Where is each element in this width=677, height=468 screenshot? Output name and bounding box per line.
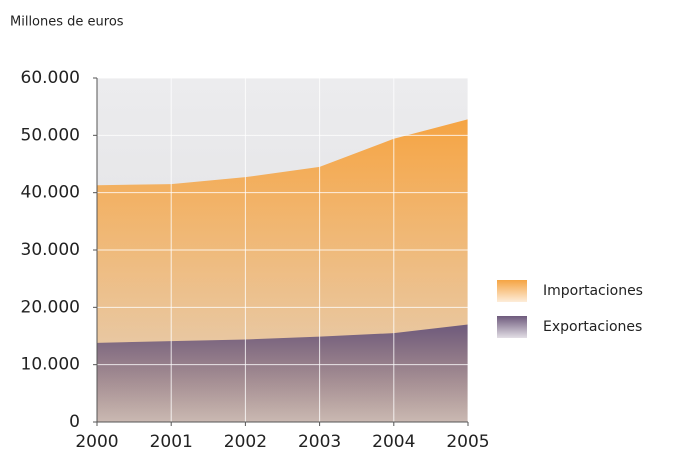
y-tick-label: 30.000 <box>21 240 80 260</box>
area <box>97 324 468 422</box>
legend-label: Importaciones <box>543 283 643 299</box>
y-tick-label: 50.000 <box>21 125 80 145</box>
x-tick-label: 2005 <box>446 432 489 452</box>
legend-swatch <box>497 316 527 338</box>
y-tick-label: 40.000 <box>21 183 80 203</box>
x-tick-label: 2002 <box>224 432 267 452</box>
legend-swatch <box>497 280 527 302</box>
x-tick-label: 2003 <box>298 432 341 452</box>
x-tick-label: 2000 <box>75 432 118 452</box>
x-tick-label: 2001 <box>150 432 193 452</box>
axis-label: Millones de euros <box>10 15 124 30</box>
legend-label: Exportaciones <box>543 319 642 335</box>
y-tick-label: 20.000 <box>21 297 80 317</box>
y-tick-label: 60.000 <box>21 68 80 88</box>
x-tick-label: 2004 <box>372 432 415 452</box>
y-tick-label: 0 <box>69 412 80 432</box>
y-tick-label: 10.000 <box>21 355 80 375</box>
